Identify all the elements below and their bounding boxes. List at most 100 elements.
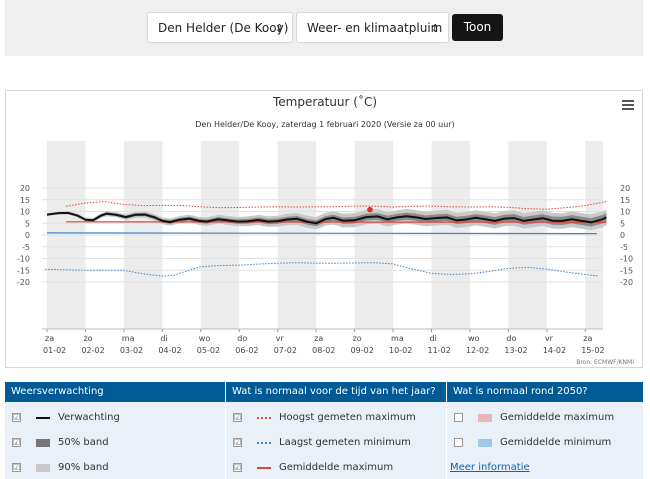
legend-item-max-observed[interactable]: ☑ Hoogst gemeten maximum: [233, 411, 443, 425]
min-observed-line: [45, 262, 599, 277]
x-tick-label-date: 08-02: [312, 346, 335, 355]
location-select[interactable]: Den Helder (De Kooy) ⇕: [147, 12, 293, 43]
x-tick-label-day: ma: [122, 334, 135, 343]
y-tick-label-left: -20: [17, 278, 30, 287]
x-tick-label-date: 09-02: [351, 346, 374, 355]
y-tick-label-right: -5: [620, 243, 628, 252]
meer-informatie-link-text[interactable]: Meer informatie: [450, 462, 530, 473]
forecast-line: [46, 211, 607, 225]
meer-informatie-link[interactable]: Meer informatie: [450, 461, 635, 475]
product-select[interactable]: Weer- en klimaatpluim ⇕: [296, 12, 449, 43]
y-tick-label-left: -15: [17, 266, 30, 275]
legend-label: Gemiddelde maximum: [500, 412, 615, 423]
x-tick-label-day: di: [430, 334, 437, 343]
y-tick-label-right: 5: [620, 219, 625, 228]
legend-divider: [225, 382, 226, 479]
line-swatch: [257, 467, 271, 469]
x-tick-label-date: 14-02: [543, 346, 566, 355]
product-select-value: Weer- en klimaatpluim: [307, 21, 443, 35]
x-tick-label-day: zo: [353, 334, 362, 343]
legend-col-forecast-title: Weersverwachting: [5, 382, 225, 402]
y-tick-label-left: 5: [25, 219, 30, 228]
x-tick-label-date: 13-02: [504, 346, 527, 355]
checkbox[interactable]: ☑: [233, 463, 242, 472]
checkbox[interactable]: ☑: [233, 413, 242, 422]
updown-chevron-icon: ⇕: [430, 22, 440, 35]
legend-item-band50[interactable]: ☑ 50% band: [12, 436, 212, 450]
x-tick-label-day: vr: [545, 334, 554, 343]
x-tick-label-date: 11-02: [428, 346, 451, 355]
y-tick-label-right: 20: [620, 184, 630, 193]
legend-item-2050-max[interactable]: Gemiddelde maximum: [454, 411, 639, 425]
x-tick-label-date: 10-02: [389, 346, 412, 355]
x-tick-label-day: za: [314, 334, 323, 343]
temperature-chart: 20 20 15 15 10 10 5 5 0 0 -5 -5 -10 -10 -15 -15 -20 -20 za…: [17, 94, 634, 366]
dotted-swatch: [257, 417, 271, 419]
x-tick-label-date: 03-02: [120, 346, 143, 355]
toon-button[interactable]: Toon: [452, 14, 503, 41]
legend-panel: Weersverwachting ☑ Verwachting ☑ 50% ban…: [5, 382, 643, 479]
chart-title: Temperatuur (˚C): [272, 94, 377, 109]
x-tick-label-date: 12-02: [466, 346, 489, 355]
y-tick-label-right: 15: [620, 196, 630, 205]
legend-item-forecast[interactable]: ☑ Verwachting: [12, 411, 212, 425]
y-tick-label-left: 10: [20, 208, 30, 217]
band-swatch: [478, 414, 492, 422]
updown-chevron-icon: ⇕: [274, 22, 284, 35]
hamburger-menu-icon[interactable]: [622, 100, 634, 110]
y-tick-label-right: 0: [620, 231, 625, 240]
chart-source: Bron: ECMWF/KNMI: [576, 359, 634, 366]
legend-item-band90[interactable]: ☑ 90% band: [12, 461, 212, 475]
band-swatch: [36, 464, 50, 472]
legend-col-2050-title: Wat is normaal rond 2050?: [447, 382, 643, 402]
x-tick-label-day: ma: [391, 334, 404, 343]
x-tick-label-day: zo: [83, 334, 92, 343]
x-tick-label-day: di: [160, 334, 167, 343]
checkbox[interactable]: ☑: [12, 438, 21, 447]
band-swatch: [478, 439, 492, 447]
x-tick-label-day: wo: [199, 334, 211, 343]
checkbox[interactable]: ☑: [12, 413, 21, 422]
legend-label: Gemiddelde maximum: [279, 462, 394, 473]
x-tick-label-date: 02-02: [81, 346, 104, 355]
legend-item-2050-min[interactable]: Gemiddelde minimum: [454, 436, 639, 450]
legend-label: Hoogst gemeten maximum: [279, 412, 416, 423]
x-tick-label-date: 07-02: [274, 346, 297, 355]
max-observed-line: [66, 201, 607, 210]
avg-min-line: [46, 232, 597, 235]
avg-max-line: [66, 221, 607, 223]
legend-label: Laagst gemeten minimum: [279, 437, 411, 448]
legend-item-min-observed[interactable]: ☑ Laagst gemeten minimum: [233, 436, 443, 450]
checkbox[interactable]: [454, 413, 463, 422]
band-swatch: [36, 439, 50, 447]
y-tick-label-right: -20: [620, 278, 633, 287]
x-tick-label-day: do: [237, 334, 247, 343]
legend-item-avg-max[interactable]: ☑ Gemiddelde maximum: [233, 461, 443, 475]
x-tick-label-day: do: [506, 334, 516, 343]
y-tick-label-left: 20: [20, 184, 30, 193]
y-tick-label-right: -15: [620, 266, 633, 275]
checkbox[interactable]: [454, 438, 463, 447]
x-tick-label-date: 15-02: [581, 346, 604, 355]
location-select-value: Den Helder (De Kooy): [158, 21, 289, 35]
y-tick-label-left: 15: [20, 196, 30, 205]
x-tick-label-day: za: [45, 334, 54, 343]
x-tick-label-day: za: [583, 334, 592, 343]
legend-col-normal: Wat is normaal voor de tijd van het jaar…: [226, 382, 446, 479]
selection-bar: Den Helder (De Kooy) ⇕ Weer- en klimaatp…: [5, 0, 643, 56]
legend-label: 90% band: [58, 462, 109, 473]
x-tick-label-day: wo: [468, 334, 480, 343]
x-tick-label-date: 04-02: [158, 346, 181, 355]
legend-col-forecast: Weersverwachting ☑ Verwachting ☑ 50% ban…: [5, 382, 225, 479]
y-tick-label-left: -5: [22, 243, 30, 252]
chart-subtitle: Den Helder/De Kooy, zaterdag 1 februari …: [195, 120, 454, 129]
y-tick-label-right: -10: [620, 255, 633, 264]
x-tick-label-date: 06-02: [235, 346, 258, 355]
legend-col-2050: Wat is normaal rond 2050? Gemiddelde max…: [447, 382, 643, 479]
checkbox[interactable]: ☑: [12, 463, 21, 472]
legend-label: Verwachting: [58, 412, 120, 423]
line-swatch: [36, 417, 50, 419]
dotted-swatch: [257, 442, 271, 444]
checkbox[interactable]: ☑: [233, 438, 242, 447]
legend-label: Gemiddelde minimum: [500, 437, 612, 448]
